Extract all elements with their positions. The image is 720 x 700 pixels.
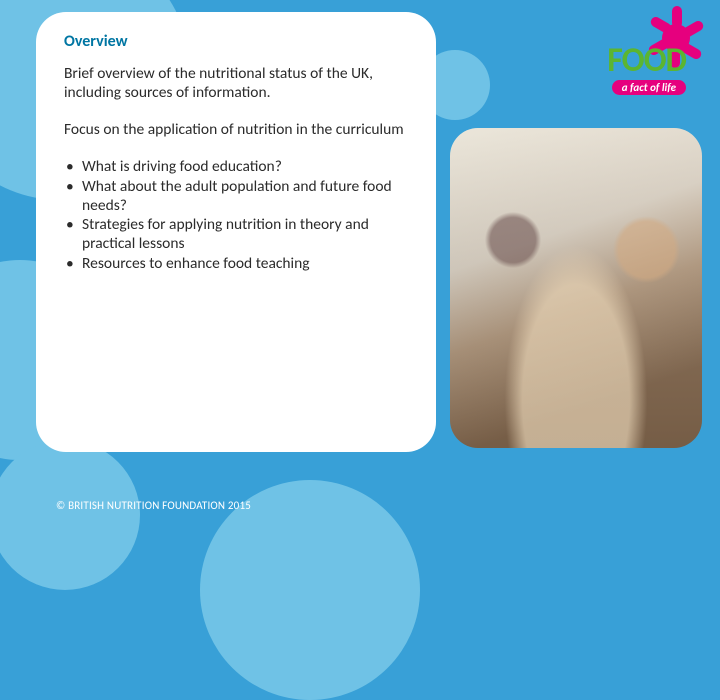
content-card: Overview Brief overview of the nutrition…: [36, 12, 436, 452]
list-item: What about the adult population and futu…: [64, 178, 408, 216]
logo-word: FOOD: [566, 46, 686, 77]
logo-tagline: a fact of life: [612, 80, 686, 95]
intro-paragraph-1: Brief overview of the nutritional status…: [64, 65, 408, 103]
copyright-footer: © BRITISH NUTRITION FOUNDATION 2015: [56, 499, 251, 512]
list-item: Strategies for applying nutrition in the…: [64, 216, 408, 254]
slide-title: Overview: [64, 32, 408, 51]
intro-paragraph-2: Focus on the application of nutrition in…: [64, 121, 408, 140]
list-item: What is driving food education?: [64, 158, 408, 177]
list-item: Resources to enhance food teaching: [64, 255, 408, 274]
food-logo: FOOD a fact of life: [566, 10, 706, 120]
bullet-list: What is driving food education? What abo…: [64, 158, 408, 274]
photo-placeholder: [450, 128, 702, 448]
